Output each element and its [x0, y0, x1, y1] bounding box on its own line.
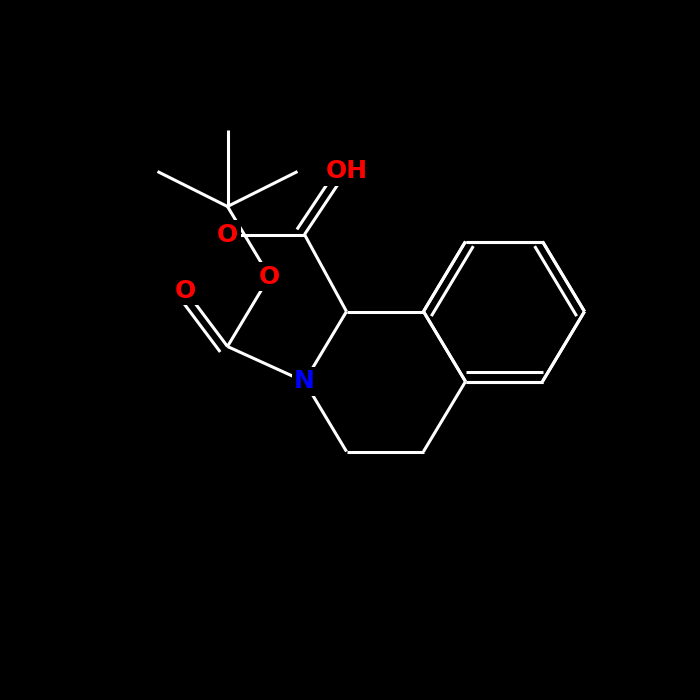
Text: O: O: [259, 265, 280, 288]
Text: O: O: [217, 223, 238, 246]
Text: N: N: [294, 370, 315, 393]
Text: O: O: [175, 279, 196, 302]
Text: OH: OH: [326, 160, 368, 183]
